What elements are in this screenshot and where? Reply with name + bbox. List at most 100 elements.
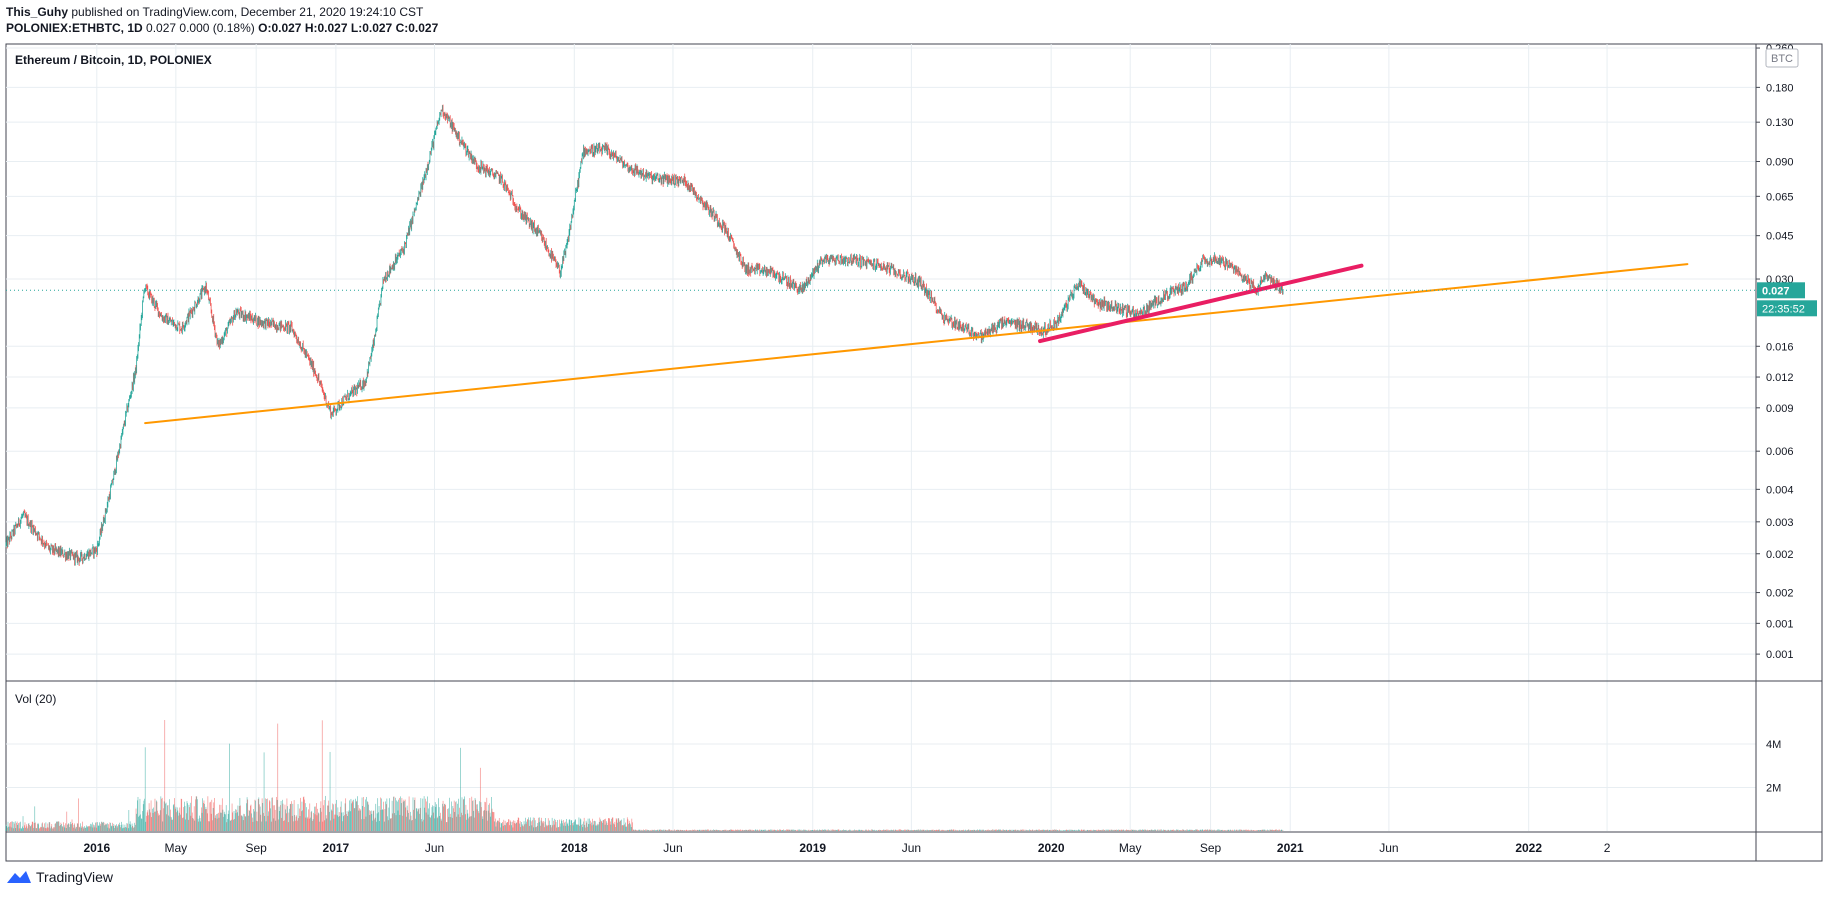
volume-bar (1152, 829, 1153, 831)
volume-bar (211, 799, 213, 831)
volume-bar (400, 796, 401, 831)
volume-bar (87, 826, 88, 831)
volume-bar (385, 801, 386, 831)
volume-bar (1271, 829, 1272, 831)
support-trend-line[interactable] (144, 263, 1689, 425)
volume-bar (48, 827, 49, 831)
volume-bar (287, 806, 288, 831)
author-name[interactable]: This_Guhy (6, 5, 69, 19)
volume-bar (147, 810, 149, 831)
volume-bar (329, 811, 330, 831)
volume-bar (501, 823, 503, 831)
volume-bar (883, 830, 885, 831)
volume-bar (936, 829, 938, 831)
volume-bar (606, 822, 608, 831)
volume-bar (789, 829, 791, 831)
volume-bar (835, 829, 837, 831)
volume-bar (299, 808, 300, 831)
volume-bar (376, 813, 378, 831)
volume-bar (22, 816, 24, 831)
volume-bar (197, 818, 199, 831)
volume-bar (660, 829, 661, 831)
volume-bar (389, 798, 390, 831)
volume-bar (285, 813, 287, 831)
volume-bar (423, 819, 424, 831)
volume-bar (370, 811, 371, 831)
volume-bar (798, 829, 799, 831)
volume-bar (915, 830, 916, 831)
price-tick-label: 0.001 (1766, 618, 1794, 630)
volume-bar (380, 797, 381, 831)
volume-bar (38, 824, 40, 831)
volume-bar (711, 830, 713, 831)
volume-bar (1036, 829, 1038, 831)
volume-bar (539, 817, 541, 831)
volume-bar (728, 830, 729, 831)
volume-bar (156, 801, 158, 831)
volume-bar (636, 830, 638, 831)
volume-bar (333, 804, 334, 831)
volume-bar (873, 830, 874, 831)
volume-bar (969, 830, 970, 831)
volume-bar (417, 811, 418, 831)
volume-bar (414, 797, 416, 831)
volume-bar (274, 809, 276, 831)
volume-bar (342, 812, 344, 831)
trend-lines[interactable] (144, 263, 1689, 425)
volume-bar (683, 830, 685, 831)
volume-bar (865, 829, 866, 831)
volume-bar (1104, 829, 1106, 831)
volume-bar (937, 830, 938, 831)
rising-trend-line[interactable] (1038, 263, 1364, 344)
volume-bar (1101, 830, 1102, 831)
volume-bar (437, 816, 439, 831)
volume-bar (549, 825, 551, 831)
volume-bar (1129, 830, 1130, 831)
volume-bar (1011, 829, 1013, 831)
volume-bar (283, 820, 284, 831)
volume-bar (495, 818, 496, 831)
volume-bar (741, 830, 742, 831)
volume-bar (1256, 830, 1257, 831)
volume-bar (333, 818, 335, 831)
volume-bar (610, 824, 612, 831)
volume-bar (1184, 830, 1186, 831)
volume-bar (920, 830, 922, 831)
volume-bar (1050, 829, 1051, 831)
volume-bar (521, 824, 523, 831)
volume-bar (319, 821, 320, 831)
volume-bar (1026, 829, 1027, 831)
volume-bar (103, 821, 104, 831)
volume-bar (300, 797, 301, 831)
volume-bar (378, 812, 379, 831)
volume-bar (658, 829, 660, 831)
volume-bar (626, 817, 628, 831)
volume-bar (39, 827, 41, 831)
volume-bar (1145, 830, 1147, 831)
volume-bar (1015, 829, 1017, 831)
volume-bar (955, 830, 957, 831)
volume-bar (398, 797, 400, 831)
volume-bar (214, 797, 215, 831)
volume-bar (903, 830, 905, 831)
volume-bar (668, 829, 670, 831)
volume-bar (945, 830, 946, 831)
volume-bar (882, 830, 883, 831)
volume-bar (65, 823, 66, 831)
volume-bar (881, 830, 882, 831)
volume-bar (245, 816, 247, 831)
volume-bar (46, 828, 47, 831)
volume-bar (839, 830, 841, 831)
footer-brand[interactable]: TradingView (36, 869, 114, 885)
volume-bar (1162, 830, 1164, 831)
volume-bar (756, 829, 758, 831)
volume-bar (470, 816, 472, 831)
volume-bar (17, 824, 19, 831)
volume-bar (361, 819, 362, 831)
volume-bar (179, 807, 181, 831)
volume-bar (850, 830, 851, 831)
volume-bar (257, 799, 259, 831)
volume-bar (1001, 830, 1002, 831)
volume-bar (532, 820, 533, 831)
